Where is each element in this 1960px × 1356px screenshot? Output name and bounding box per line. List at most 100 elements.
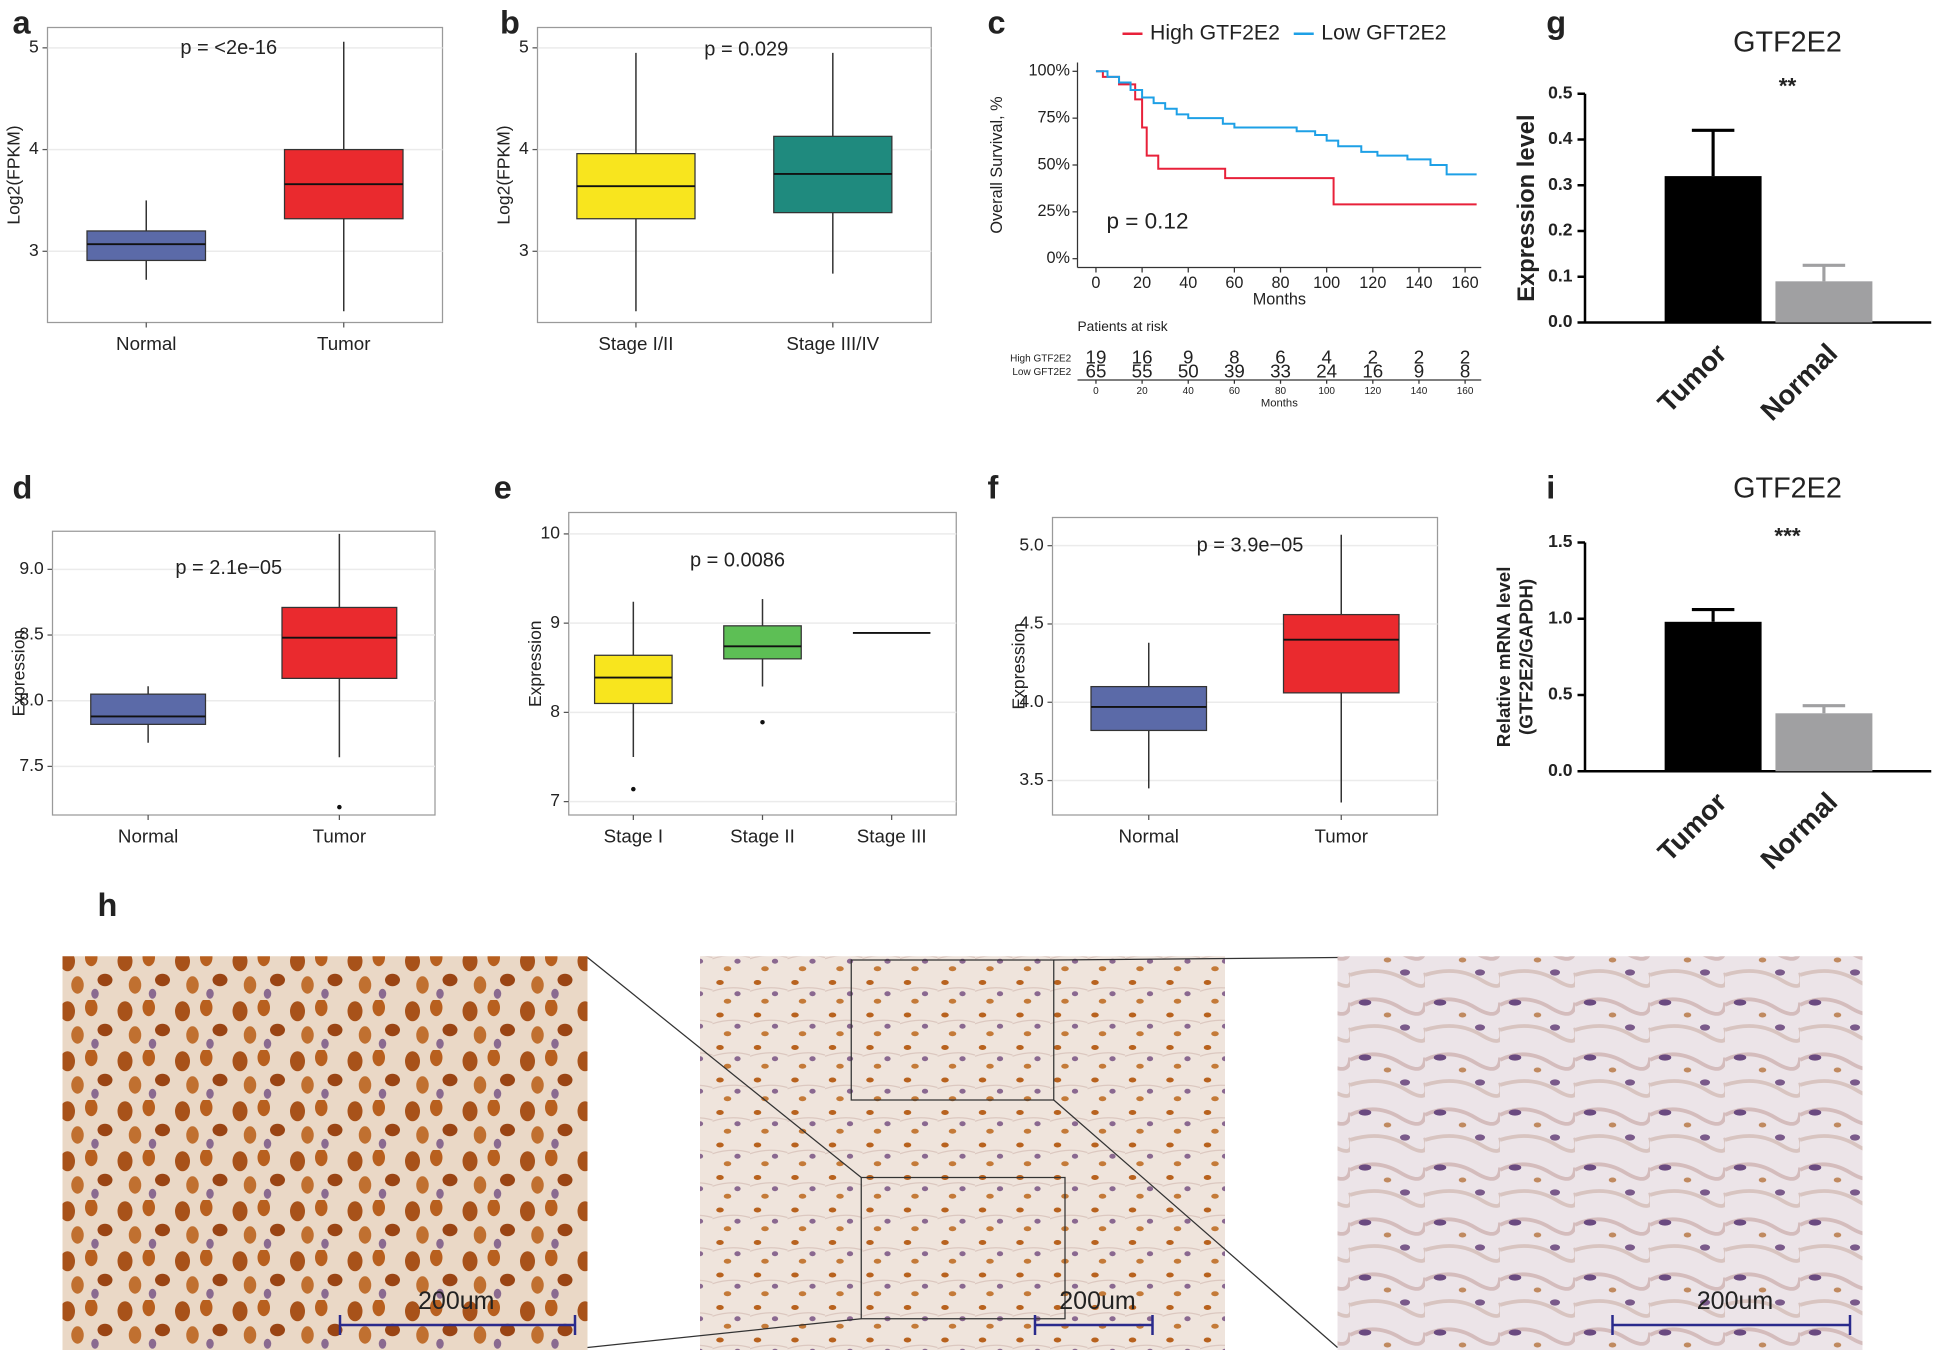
y-tick-label: 8.5 <box>19 624 43 644</box>
y-tick-label: 3.5 <box>1019 769 1043 789</box>
micrograph <box>700 956 1225 1350</box>
zoom-box <box>850 959 1055 1101</box>
risk-tick-label: 20 <box>1137 386 1149 397</box>
panel-label: b <box>500 5 520 41</box>
risk-count: 9 <box>1414 360 1424 381</box>
panel-label: g <box>1546 5 1566 41</box>
risk-count: 33 <box>1270 360 1291 381</box>
y-tick-label: 10 <box>541 523 561 543</box>
panel-label: d <box>13 470 33 506</box>
box <box>723 625 802 660</box>
risk-row-label: High GTF2E2 <box>1010 353 1072 364</box>
x-tick-label: Tumor <box>1652 337 1733 418</box>
panel-label: a <box>13 5 32 41</box>
y-tick-label: 50% <box>1037 155 1070 173</box>
x-tick-label: Normal <box>1119 825 1179 846</box>
y-tick-label: 9 <box>550 612 560 632</box>
panel-label: f <box>988 470 999 506</box>
y-axis-label: Log2(FPKM) <box>4 125 24 224</box>
panel-label: i <box>1546 470 1555 506</box>
y-tick-label: 1.5 <box>1548 531 1573 551</box>
error-bar <box>1691 608 1735 622</box>
x-tick-label: 20 <box>1133 274 1151 292</box>
risk-count: 4 <box>1321 347 1331 368</box>
survival-curve <box>1095 70 1477 176</box>
risk-tick-label: 100 <box>1318 386 1335 397</box>
annotation: p = 0.029 <box>704 38 788 60</box>
x-tick-label: Stage III/IV <box>786 333 879 354</box>
micrograph <box>1337 956 1863 1350</box>
y-tick-label: 1.0 <box>1548 607 1573 627</box>
y-axis-label: Log2(FPKM) <box>494 125 514 224</box>
annotation: p = 3.9e−05 <box>1197 535 1304 557</box>
x-tick-label: Stage I <box>604 825 663 846</box>
scale-label: 200um <box>1059 1287 1135 1315</box>
x-tick-label: 60 <box>1225 274 1243 292</box>
annotation: *** <box>1774 523 1801 548</box>
panel-label: e <box>494 470 512 506</box>
legend-label: Low GFT2E2 <box>1321 20 1446 44</box>
chart-title: GTF2E2 <box>1733 473 1842 505</box>
x-tick-label: Normal <box>118 825 178 846</box>
risk-row-label: Low GFT2E2 <box>1012 367 1071 378</box>
x-tick-label: Stage II <box>730 825 795 846</box>
risk-count: 65 <box>1086 360 1107 381</box>
x-tick-label: Normal <box>1754 337 1843 426</box>
annotation: p = 2.1e−05 <box>175 557 282 579</box>
y-tick-label: 8.0 <box>19 689 44 709</box>
y-tick-label: 4 <box>29 138 39 158</box>
survival-curve <box>1095 70 1477 206</box>
y-tick-label: 4 <box>519 138 529 158</box>
y-tick-label: 0.5 <box>1548 82 1573 102</box>
y-axis-label: (GTF2E2/GAPDH) <box>1515 579 1536 735</box>
error-bar <box>1691 128 1735 177</box>
risk-tick-label: 80 <box>1275 386 1287 397</box>
y-axis-label: Relative mRNA level <box>1493 567 1514 748</box>
risk-axis-label: Months <box>1261 398 1298 410</box>
connector <box>1053 1099 1338 1348</box>
y-tick-label: 75% <box>1037 108 1070 126</box>
y-tick-label: 0.1 <box>1548 265 1573 285</box>
error-bar <box>1802 263 1846 282</box>
y-axis-label: Overall Survival, % <box>988 96 1006 233</box>
box <box>90 693 207 725</box>
y-tick-label: 3 <box>29 240 39 260</box>
box <box>1282 613 1400 694</box>
risk-count: 19 <box>1086 347 1107 368</box>
risk-title: Patients at risk <box>1078 319 1168 334</box>
connector <box>587 957 862 1178</box>
x-tick-label: 80 <box>1271 274 1289 292</box>
y-tick-label: 25% <box>1037 202 1070 220</box>
x-tick-label: Tumor <box>1652 786 1733 867</box>
y-tick-label: 0.4 <box>1548 128 1573 148</box>
bar <box>1664 176 1762 323</box>
x-tick-label: Tumor <box>1315 825 1368 846</box>
legend-label: High GTF2E2 <box>1150 20 1280 44</box>
y-tick-label: 0.3 <box>1548 174 1573 194</box>
outlier <box>760 719 765 725</box>
x-tick-label: Normal <box>1754 786 1843 875</box>
scale-bars <box>338 1314 1852 1335</box>
scale-label: 200um <box>1697 1287 1773 1315</box>
outlier <box>337 804 342 810</box>
y-axis-label: Expression <box>9 630 29 717</box>
micrograph <box>62 956 588 1350</box>
scale-label: 200um <box>418 1287 494 1315</box>
x-tick-label: 100 <box>1313 274 1340 292</box>
y-axis-label: Expression <box>525 620 545 707</box>
box <box>1090 685 1208 732</box>
y-axis-label: Expression <box>1009 623 1029 710</box>
chart-title: GTF2E2 <box>1733 26 1842 58</box>
outlier <box>631 786 636 792</box>
risk-count: 8 <box>1229 347 1239 368</box>
y-tick-label: 0.0 <box>1548 760 1573 780</box>
x-tick-label: Normal <box>116 333 176 354</box>
x-tick-label: Stage I/II <box>598 333 673 354</box>
risk-count: 6 <box>1275 347 1285 368</box>
y-tick-label: 0.2 <box>1548 220 1573 240</box>
x-tick-label: 120 <box>1359 274 1386 292</box>
box <box>593 654 673 705</box>
bar <box>1775 713 1873 772</box>
